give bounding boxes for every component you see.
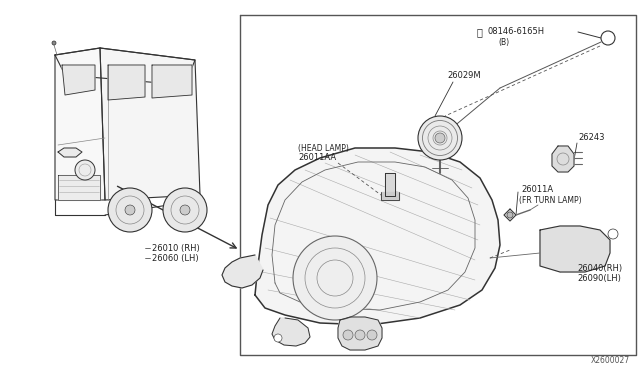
Polygon shape [62, 65, 95, 95]
Polygon shape [55, 48, 105, 200]
Polygon shape [385, 173, 395, 196]
Circle shape [367, 330, 377, 340]
Polygon shape [255, 148, 500, 325]
Circle shape [355, 330, 365, 340]
Circle shape [163, 188, 207, 232]
Polygon shape [338, 317, 382, 350]
Text: 26010 (RH): 26010 (RH) [152, 244, 200, 253]
Text: (B): (B) [498, 38, 509, 46]
Text: 26060 (LH): 26060 (LH) [152, 253, 198, 263]
Circle shape [507, 212, 513, 218]
Polygon shape [152, 65, 192, 98]
Polygon shape [272, 318, 310, 346]
Circle shape [75, 160, 95, 180]
Text: (HEAD LAMP): (HEAD LAMP) [298, 144, 349, 153]
Text: Ⓑ: Ⓑ [477, 27, 483, 37]
Polygon shape [108, 65, 145, 100]
Circle shape [343, 330, 353, 340]
Circle shape [608, 229, 618, 239]
Ellipse shape [418, 116, 462, 160]
Polygon shape [540, 226, 610, 272]
Polygon shape [100, 48, 200, 200]
Circle shape [601, 31, 615, 45]
Polygon shape [55, 48, 195, 85]
Polygon shape [504, 209, 516, 221]
Text: 26090(LH): 26090(LH) [577, 273, 621, 282]
Circle shape [108, 188, 152, 232]
Circle shape [125, 205, 135, 215]
Circle shape [274, 334, 282, 342]
Polygon shape [222, 255, 263, 288]
Polygon shape [381, 192, 399, 200]
Text: X2600027: X2600027 [591, 356, 630, 365]
Text: 26011A: 26011A [521, 186, 553, 195]
Text: 26243: 26243 [578, 134, 605, 142]
Polygon shape [58, 148, 82, 157]
Text: 08146-6165H: 08146-6165H [488, 28, 545, 36]
Text: 26011AA: 26011AA [298, 154, 336, 163]
Circle shape [435, 133, 445, 143]
Circle shape [52, 41, 56, 45]
Text: 26040(RH): 26040(RH) [577, 263, 622, 273]
Text: (FR TURN LAMP): (FR TURN LAMP) [519, 196, 582, 205]
Polygon shape [58, 175, 100, 200]
Circle shape [293, 236, 377, 320]
Circle shape [180, 205, 190, 215]
Polygon shape [552, 146, 574, 172]
Text: 26029M: 26029M [447, 71, 481, 80]
